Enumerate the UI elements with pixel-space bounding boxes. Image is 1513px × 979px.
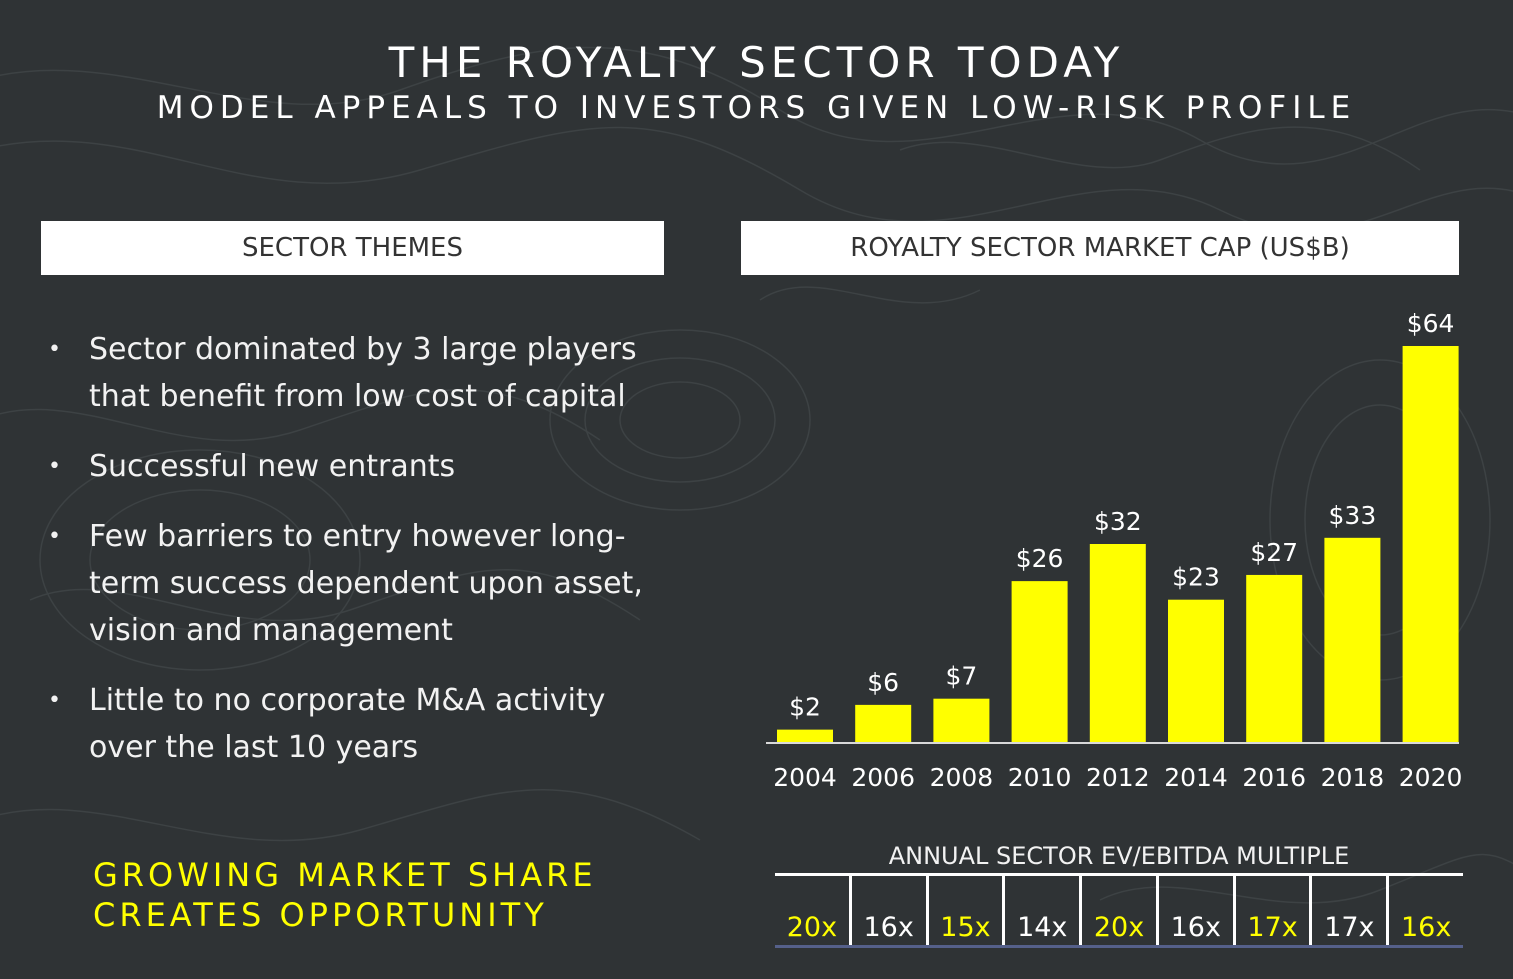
- bar-2014: [1168, 599, 1224, 742]
- x-tick-label: 2004: [773, 763, 837, 792]
- growth-callout: GROWING MARKET SHARE CREATES OPPORTUNITY: [93, 855, 597, 935]
- sector-themes-header: SECTOR THEMES: [41, 221, 664, 275]
- page-subtitle: MODEL APPEALS TO INVESTORS GIVEN LOW-RIS…: [156, 90, 1357, 126]
- sector-themes-list: • Sector dominated by 3 large players th…: [45, 326, 685, 794]
- theme-text-line: Little to no corporate M&A activity: [89, 683, 606, 718]
- theme-text-line: vision and management: [89, 613, 453, 648]
- x-tick-label: 2006: [851, 763, 915, 792]
- callout-line: GROWING MARKET SHARE: [93, 856, 597, 894]
- data-label: $33: [1329, 501, 1377, 530]
- x-tick-label: 2010: [1008, 763, 1072, 792]
- bar-2004: [777, 729, 833, 742]
- market-cap-bar-chart: $2 2004 $6 2006 $7 2008 $26 2010 $32 2012 $23 2014 $…: [766, 309, 1463, 792]
- theme-item: • Successful new entrants: [45, 443, 685, 490]
- theme-item: • Little to no corporate M&A activity ov…: [45, 677, 685, 771]
- theme-text-line: that benefit from low cost of capital: [89, 379, 626, 414]
- multiple-cell: 20x: [1079, 876, 1156, 945]
- data-label: $6: [867, 668, 899, 697]
- data-label: $26: [1016, 544, 1064, 573]
- bullet-icon: •: [48, 524, 61, 549]
- x-tick-label: 2016: [1242, 763, 1306, 792]
- callout-line: CREATES OPPORTUNITY: [93, 896, 548, 934]
- x-tick-label: 2020: [1399, 763, 1463, 792]
- data-label: $7: [945, 662, 977, 691]
- x-tick-label: 2014: [1164, 763, 1228, 792]
- multiple-cell: 16x: [1155, 876, 1233, 945]
- theme-item: • Few barriers to entry however long- te…: [45, 513, 685, 654]
- bar-2010: [1011, 581, 1068, 742]
- bullet-icon: •: [48, 454, 61, 479]
- x-tick-label: 2018: [1321, 763, 1385, 792]
- theme-item: • Sector dominated by 3 large players th…: [45, 326, 685, 420]
- bullet-icon: •: [48, 337, 61, 362]
- multiple-cell: 17x: [1309, 876, 1386, 945]
- multiple-table: 20x 16x 15x 14x 20x 16x 17x 17x 16x: [775, 873, 1463, 948]
- multiple-cell: 17x: [1232, 876, 1310, 945]
- market-cap-header: ROYALTY SECTOR MARKET CAP (US$B): [741, 221, 1459, 275]
- bar-2018: [1324, 537, 1381, 742]
- bar-2020: [1402, 346, 1459, 742]
- theme-text-line: Successful new entrants: [89, 449, 456, 484]
- bar-2006: [855, 704, 912, 742]
- data-label: $27: [1250, 538, 1298, 567]
- multiple-cell: 15x: [925, 876, 1003, 945]
- theme-text-line: term success dependent upon asset,: [89, 566, 643, 601]
- page-title: THE ROYALTY SECTOR TODAY: [388, 38, 1125, 87]
- x-tick-label: 2008: [930, 763, 994, 792]
- bar-2012: [1089, 544, 1146, 742]
- multiple-cell: 16x: [848, 876, 926, 945]
- theme-text-line: Few barriers to entry however long-: [89, 519, 626, 554]
- theme-text-line: over the last 10 years: [89, 730, 419, 765]
- bullet-icon: •: [48, 688, 61, 713]
- data-label: $2: [789, 693, 821, 722]
- bar-2008: [933, 698, 990, 742]
- multiple-cell: 20x: [786, 912, 838, 943]
- data-label: $32: [1094, 507, 1142, 536]
- bar-2016: [1246, 574, 1303, 742]
- multiple-cell: 16x: [1386, 876, 1463, 945]
- x-tick-label: 2012: [1086, 763, 1150, 792]
- data-label: $64: [1407, 309, 1455, 338]
- data-label: $23: [1172, 563, 1220, 592]
- multiple-title: ANNUAL SECTOR EV/EBITDA MULTIPLE: [888, 842, 1350, 870]
- multiple-cell: 14x: [1002, 876, 1079, 945]
- theme-text-line: Sector dominated by 3 large players: [89, 332, 637, 367]
